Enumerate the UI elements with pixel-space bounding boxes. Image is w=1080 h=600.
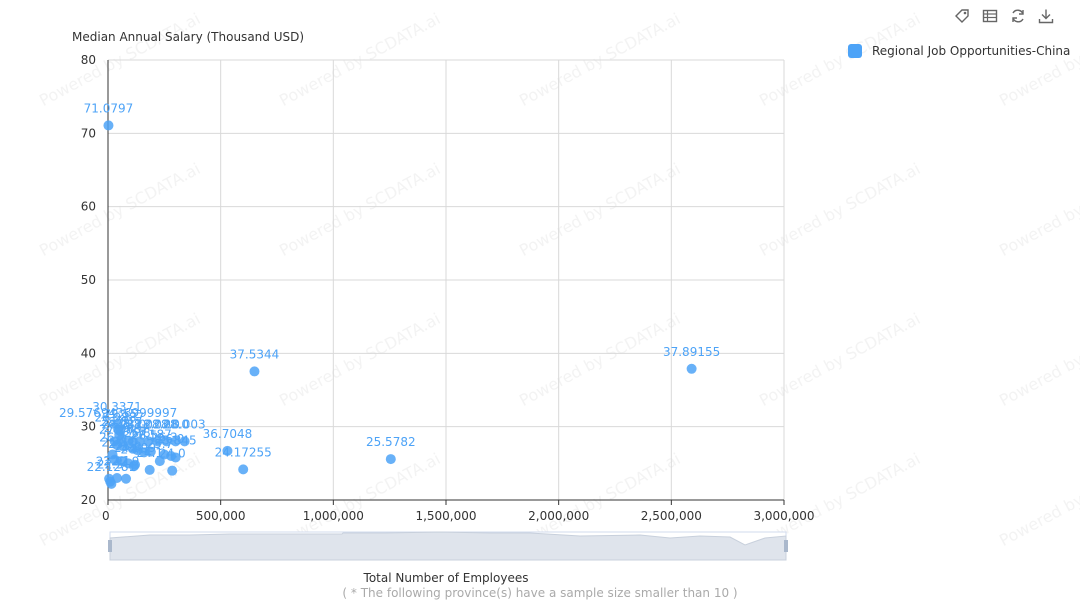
chart-toolbar (952, 6, 1056, 26)
data-label: 26.5 (131, 428, 158, 442)
data-label: 22.1 (104, 454, 131, 468)
data-label: 28.0 (126, 417, 153, 431)
data-label: 27.187 (130, 428, 172, 442)
data-point[interactable] (143, 436, 154, 447)
x-tick-label: 2,000,000 (528, 509, 589, 523)
data-label: 27.2887 (99, 422, 149, 436)
zoom-handle-left[interactable] (108, 540, 112, 552)
data-label: 25.5782 (366, 435, 416, 449)
data-label: 24.17255 (215, 445, 272, 459)
data-point[interactable] (249, 366, 260, 377)
data-point[interactable] (161, 436, 172, 447)
data-label: 28.0 (101, 417, 128, 431)
data-point[interactable] (144, 464, 155, 475)
data-label: 25.7 (146, 437, 173, 451)
download-icon[interactable] (1036, 6, 1056, 26)
data-point[interactable] (238, 464, 249, 475)
y-tick-label: 60 (81, 200, 96, 214)
data-label: 36.7048 (203, 427, 253, 441)
data-point[interactable] (103, 120, 114, 131)
data-label: 26.0 (158, 432, 185, 446)
data-point[interactable] (106, 478, 117, 489)
data-table-icon[interactable] (980, 6, 1000, 26)
x-axis-title: Total Number of Employees (363, 571, 529, 585)
data-label: 25.5 (101, 436, 128, 450)
y-tick-label: 50 (81, 273, 96, 287)
x-tick-label: 3,000,000 (753, 509, 814, 523)
tag-icon[interactable] (952, 6, 972, 26)
refresh-icon[interactable] (1008, 6, 1028, 26)
data-label: 22.9 (96, 455, 123, 469)
data-label: 25.0 (115, 439, 142, 453)
zoom-slider-preview (109, 531, 787, 561)
y-axis-title: Median Annual Salary (Thousand USD) (72, 30, 305, 44)
data-label: 37.5344 (230, 347, 280, 361)
y-tick-label: 40 (81, 346, 96, 360)
data-point[interactable] (686, 363, 697, 374)
data-point[interactable] (152, 436, 163, 447)
data-label: 28.0 (135, 417, 162, 431)
data-label: 24.899 (114, 441, 156, 455)
data-label: 28.9887 (94, 411, 144, 425)
data-point[interactable] (121, 473, 132, 484)
data-point[interactable] (154, 456, 165, 467)
data-label: 28.003 (164, 417, 206, 431)
x-tick-label: 500,000 (196, 509, 246, 523)
legend-label: Regional Job Opportunities-China (872, 44, 1071, 58)
data-label: 24.0 (159, 447, 186, 461)
data-label: 28.0 (119, 417, 146, 431)
legend-swatch (848, 44, 862, 58)
footnote: ( * The following province(s) have a sam… (342, 586, 738, 600)
data-label: 24.1 (136, 446, 163, 460)
data-label: 37.89155 (663, 345, 720, 359)
data-label: 28.0 (162, 417, 189, 431)
data-label: 27.0 (119, 425, 146, 439)
y-tick-label: 20 (81, 493, 96, 507)
data-point[interactable] (167, 465, 178, 476)
data-label: 24.6 (121, 442, 148, 456)
data-label: 26.8 (124, 426, 151, 440)
data-label: 25.845 (155, 433, 197, 447)
data-label: 28.0 (153, 417, 180, 431)
data-label: 22.9 (113, 455, 140, 469)
data-label: 22.5 (97, 458, 124, 472)
data-point[interactable] (170, 436, 181, 447)
x-tick-label: 1,500,000 (415, 509, 476, 523)
data-point[interactable] (222, 445, 233, 456)
data-point[interactable] (134, 436, 145, 447)
y-tick-label: 80 (81, 53, 96, 67)
data-label: 27.5 (104, 421, 131, 435)
data-point[interactable] (118, 441, 129, 452)
zoom-handle-right[interactable] (784, 540, 788, 552)
x-tick-label: 1,000,000 (303, 509, 364, 523)
data-label: 30.3371 (92, 400, 142, 414)
x-tick-label: 0 (102, 509, 110, 523)
data-label: 28.017 (101, 415, 143, 429)
data-label: 29.55 (103, 407, 137, 421)
data-label: 28.1 (115, 417, 142, 431)
data-label: 29.5769436999997 (59, 406, 177, 420)
legend-item[interactable]: Regional Job Opportunities-China (848, 44, 1070, 58)
data-point[interactable] (385, 454, 396, 465)
data-label: 28.0 (144, 417, 171, 431)
data-label: 25.3 (108, 437, 135, 451)
data-label: 26.3 (151, 431, 178, 445)
x-tick-label: 2,500,000 (641, 509, 702, 523)
data-label: 22.1281 (87, 460, 137, 474)
y-tick-label: 30 (81, 420, 96, 434)
data-label: 71.0797 (84, 101, 134, 115)
y-tick-label: 70 (81, 126, 96, 140)
data-point[interactable] (170, 452, 181, 463)
data-point[interactable] (128, 461, 139, 472)
data-point[interactable] (145, 446, 156, 457)
data-label: 26.2 (99, 431, 126, 445)
data-point[interactable] (179, 436, 190, 447)
